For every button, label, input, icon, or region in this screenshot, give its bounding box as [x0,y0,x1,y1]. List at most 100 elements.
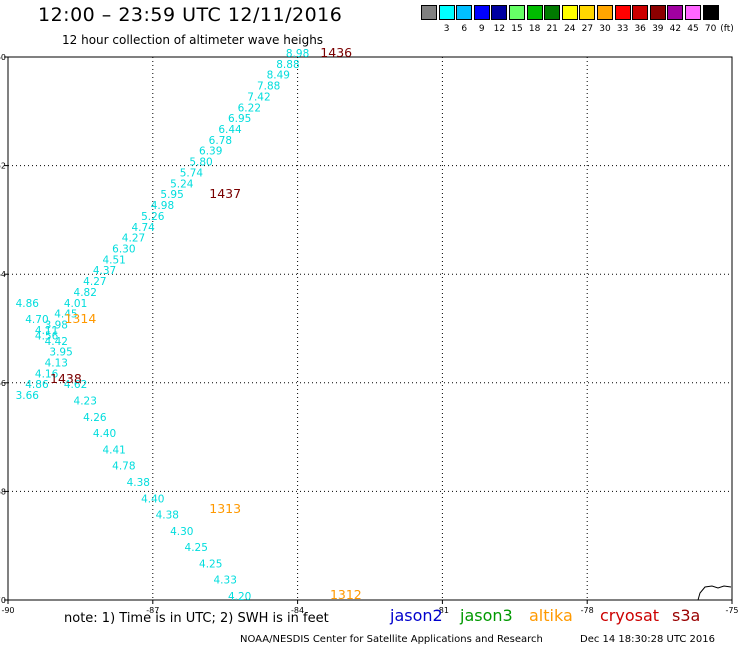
y-tick-label: -62 [0,162,6,171]
swh-value-label: 8.98 [286,48,309,60]
swh-value-label: 3.98 [45,320,68,332]
swh-value-label: 5.26 [141,211,165,223]
swh-value-label: 4.51 [102,254,125,266]
legend-label: 9 [478,24,485,34]
legend-swatch [614,5,631,20]
legend-swatch [561,5,578,20]
swh-value-label: 4.11 [35,325,58,337]
legend-label: 6 [461,24,468,34]
swh-value-label: 7.88 [257,81,280,93]
swh-value-label: 5.24 [170,178,194,190]
swh-value-label: 4.78 [112,461,135,473]
swh-value-label: 4.33 [214,575,237,587]
swh-value-label: 4.20 [228,591,251,603]
swh-value-label: 4.86 [25,379,49,391]
x-tick-label: -87 [146,606,159,615]
legend-swatch [509,5,525,20]
swh-value-label: 4.42 [45,336,68,348]
satellite-label-altika: altika [529,606,573,625]
swh-value-label: 4.25 [199,558,222,570]
credit-line: NOAA/NESDIS Center for Satellite Applica… [240,634,543,645]
swh-value-label: 7.42 [247,91,270,103]
legend-label: 45 [687,24,699,34]
pass-number-label: 1314 [64,311,96,326]
swh-value-label: 4.27 [122,233,145,245]
legend-swatch [491,5,508,20]
legend-label: 33 [616,24,629,34]
pass-number-label: 1313 [209,501,241,516]
swh-value-label: 3.66 [16,390,40,402]
legend-label: 36 [634,24,646,34]
swh-value-label: 6.30 [112,243,135,255]
swh-value-label: 4.25 [185,542,208,554]
legend-unit: (ft) [720,24,734,34]
legend-label: 18 [528,24,541,34]
x-tick-label: -84 [291,606,304,615]
x-tick-label: -90 [1,606,14,615]
swh-value-label: 4.30 [170,526,193,538]
swh-value-label: 4.13 [45,358,68,370]
legend-swatch [649,5,666,20]
legend-swatch [421,5,437,20]
legend-swatch [526,5,543,20]
x-tick-label: -75 [725,606,738,615]
legend-label: 3 [443,24,450,34]
chart-subtitle: 12 hour collection of altimeter wave hei… [62,33,324,47]
y-tick-label: -66 [0,379,6,388]
swh-value-label: 4.27 [83,276,106,288]
swh-value-label: 4.40 [93,428,116,440]
pass-number-label: 1436 [320,45,352,60]
swh-value-label: 5.74 [180,167,204,179]
swh-value-label: 4.45 [54,309,77,321]
swh-value-label: 4.26 [83,412,107,424]
y-tick-label: -64 [0,270,6,279]
legend-swatch [632,5,649,20]
swh-value-label: 4.16 [35,368,59,380]
swh-value-label: 6.39 [199,146,222,158]
chart-title: 12:00 – 23:59 UTC 12/11/2016 [38,4,343,26]
legend-label: 21 [546,24,558,34]
satellite-label-s3a: s3a [672,606,701,625]
swh-value-label: 4.23 [74,396,97,408]
y-tick-label: -70 [0,596,6,605]
legend-label: 42 [669,24,682,34]
legend-swatch [667,5,684,20]
y-tick-label: -68 [0,487,6,496]
legend-label: 70 [704,24,717,34]
legend-label: 12 [493,24,506,34]
swh-value-label: 4.98 [151,200,174,212]
swh-value-label: 6.44 [218,124,242,136]
legend-swatch [456,5,473,20]
plot-frame [7,56,733,601]
swh-value-label: 5.80 [189,157,212,169]
legend-swatch [702,5,719,20]
swh-value-label: 4.41 [102,444,125,456]
swh-value-label: 4.82 [74,287,97,299]
pass-number-label: 1437 [209,186,241,201]
swh-value-label: 4.40 [141,493,164,505]
swh-value-label: 8.49 [267,70,290,82]
legend-swatch [544,5,561,20]
swh-value-label: 6.22 [238,102,261,114]
legend-label: 30 [599,24,611,34]
x-tick-label: -81 [436,606,449,615]
pass-number-label: 1312 [330,587,362,602]
swh-value-label: 4.38 [156,510,179,522]
footnote: note: 1) Time is in UTC; 2) SWH is in fe… [64,611,329,626]
satellite-label-jason2: jason2 [390,606,443,625]
legend-swatch [473,5,490,20]
legend-swatch [685,5,701,20]
legend-swatch [438,5,455,20]
swh-value-label: 4.70 [25,314,48,326]
legend-label: 15 [511,24,523,34]
swh-value-label: 6.78 [209,135,232,147]
generation-timestamp: Dec 14 18:30:28 UTC 2016 [580,634,715,645]
swh-value-label: 4.56 [35,330,59,342]
swh-value-label: 6.95 [228,113,251,125]
legend-swatch [579,5,596,20]
swh-value-label: 4.38 [127,477,150,489]
legend-label: 27 [581,24,594,34]
swh-value-label: 4.62 [64,379,87,391]
